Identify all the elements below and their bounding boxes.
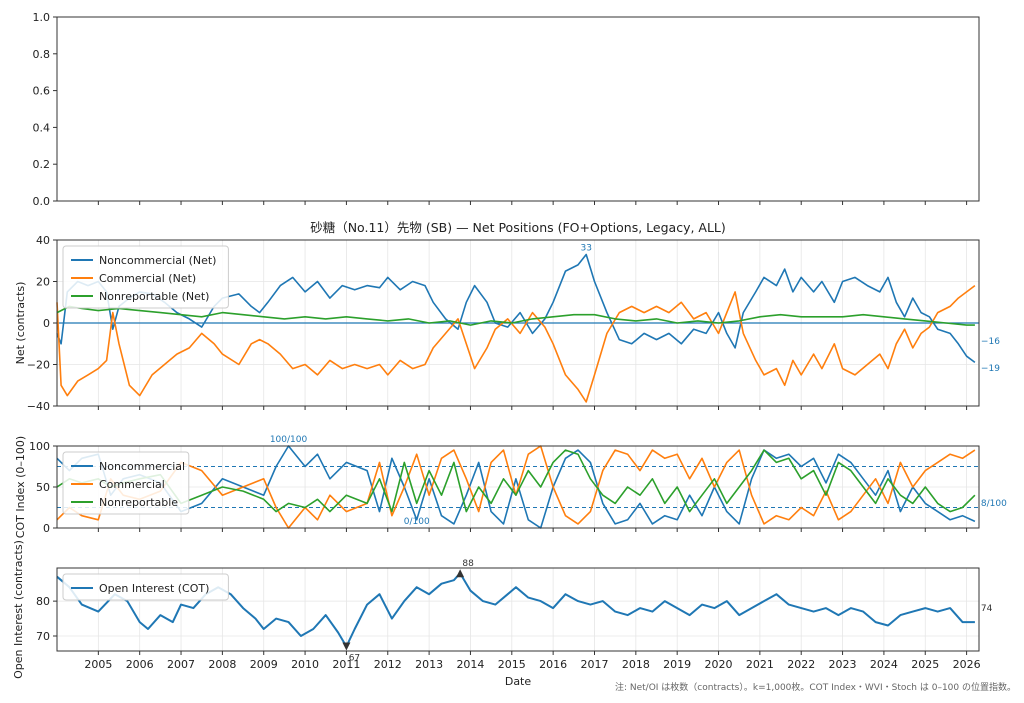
annotation-label: −19 xyxy=(981,364,1000,374)
series-line-2 xyxy=(56,305,975,326)
axes-frame xyxy=(56,567,980,652)
y-tick-label: 0.4 xyxy=(33,121,51,134)
annotation-label: 74 xyxy=(981,604,993,614)
x-tick-label: 2013 xyxy=(415,658,443,671)
x-tick-label: 2005 xyxy=(84,658,112,671)
y-axis-label: COT Index (0–100) xyxy=(14,436,27,538)
y-tick-label: 40 xyxy=(36,234,50,247)
annotation-label: 0/100 xyxy=(404,517,430,527)
footnote: 注: Net/OI は枚数（contracts）。k=1,000枚。COT In… xyxy=(614,683,1016,693)
y-tick-label: 80 xyxy=(36,595,50,608)
annotation-label: −16 xyxy=(981,337,1000,347)
y-axis-label: Net (contracts) xyxy=(14,282,27,365)
annotation-label: 67 xyxy=(349,653,360,663)
x-tick-label: 2016 xyxy=(539,658,567,671)
panel-3: 70 80 Open Interest (contracts) Open Intere… xyxy=(12,540,993,679)
x-tick-label: 2011 xyxy=(332,658,360,671)
x-axis-label: Date xyxy=(505,675,532,688)
x-tick-label: 2007 xyxy=(167,658,195,671)
legend: Open Interest (COT) xyxy=(62,573,229,601)
x-tick-label: 2019 xyxy=(663,658,691,671)
marker-max xyxy=(456,569,465,578)
y-tick-label: 20 xyxy=(36,276,50,289)
series-line-1 xyxy=(56,445,976,529)
y-tick-label: 0.8 xyxy=(33,48,51,61)
y-tick-label: 0.0 xyxy=(33,195,51,208)
y-tick-label: −40 xyxy=(27,400,50,413)
legend-label: Nonreportable (Net) xyxy=(99,290,209,303)
x-tick-label: 2008 xyxy=(208,658,236,671)
legend-box xyxy=(62,451,190,515)
y-tick-label: 0 xyxy=(43,317,50,330)
series-line-2 xyxy=(56,449,976,513)
y-tick-label: 70 xyxy=(36,630,50,643)
legend-label: Commercial xyxy=(99,478,165,491)
y-tick-label: 0 xyxy=(43,522,50,535)
x-tick-label: 2009 xyxy=(250,658,278,671)
legend-box xyxy=(62,573,229,601)
legend: Noncommercial (Net) Commercial (Net) Nonre… xyxy=(62,245,229,309)
annotation-label: 88 xyxy=(462,559,474,569)
x-tick-label: 2012 xyxy=(374,658,402,671)
x-tick-label: 2026 xyxy=(953,658,981,671)
legend-label: Nonreportable xyxy=(99,496,178,509)
x-tick-label: 2023 xyxy=(829,658,857,671)
marker-min xyxy=(342,642,351,651)
x-tick-label: 2010 xyxy=(291,658,319,671)
legend: Noncommercial Commercial Nonreportable xyxy=(62,451,190,515)
x-tick-label: 2017 xyxy=(580,658,608,671)
x-tick-label: 2015 xyxy=(498,658,526,671)
annotation-label: 100/100 xyxy=(270,435,308,445)
legend-label: Commercial (Net) xyxy=(99,272,196,285)
y-axis-label: Open Interest (contracts) xyxy=(12,540,25,679)
x-tick-label: 2014 xyxy=(456,658,484,671)
y-tick-label: 0.2 xyxy=(33,158,51,171)
legend-label: Noncommercial (Net) xyxy=(99,254,216,267)
panel-title: 砂糖（No.11）先物 (SB) — Net Positions (FO+Opt… xyxy=(310,220,726,235)
x-tick-label: 2018 xyxy=(622,658,650,671)
y-tick-label: −20 xyxy=(27,359,50,372)
y-tick-label: 1.0 xyxy=(33,11,51,24)
y-tick-label: 100 xyxy=(29,440,50,453)
axes-frame xyxy=(56,16,980,202)
series-line-1 xyxy=(56,284,976,403)
legend-label: Open Interest (COT) xyxy=(99,582,209,595)
x-tick-label: 2025 xyxy=(911,658,939,671)
x-tick-label: 2020 xyxy=(705,658,733,671)
panel-1: −40 −20 0 20 40 砂糖（No.11）先物 (SB) — Net Positi… xyxy=(14,220,1000,413)
x-tick-label: 2024 xyxy=(870,658,898,671)
annotation-label: 8/100 xyxy=(981,499,1007,509)
legend-label: Noncommercial xyxy=(99,460,185,473)
x-tick-label: 2006 xyxy=(126,658,154,671)
panel-0: 0.0 0.2 0.4 0.6 0.8 1.0 xyxy=(33,11,980,208)
x-tick-label: 2021 xyxy=(746,658,774,671)
annotation-label: 33 xyxy=(580,244,591,254)
legend-box xyxy=(62,245,229,309)
x-tick-label: 2022 xyxy=(787,658,815,671)
y-tick-label: 0.6 xyxy=(33,85,51,98)
y-tick-label: 50 xyxy=(36,481,50,494)
